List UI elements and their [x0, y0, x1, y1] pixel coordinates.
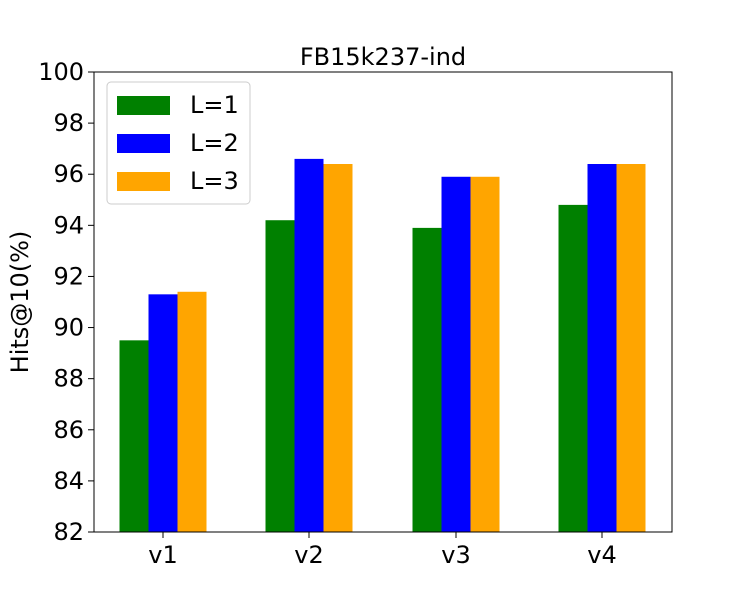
x-tick-label: v4: [587, 541, 616, 569]
bars-group: [119, 158, 646, 532]
chart-title: FB15k237-ind: [300, 43, 466, 71]
bar-l2-v4: [587, 164, 617, 532]
y-axis-label: Hits@10(%): [6, 231, 34, 374]
x-tick-label: v2: [294, 541, 323, 569]
legend-label: L=1: [190, 91, 239, 119]
bar-l1-v3: [412, 227, 442, 532]
y-tick-label: 88: [53, 365, 84, 393]
legend-swatch: [117, 134, 170, 153]
y-tick-label: 92: [53, 262, 84, 290]
y-tick-label: 82: [53, 518, 84, 546]
x-tick-label: v3: [441, 541, 470, 569]
bar-l2-v2: [294, 158, 324, 532]
y-tick-label: 90: [53, 314, 84, 342]
plot-frame: [93, 71, 673, 533]
legend-swatch: [117, 172, 170, 191]
y-tick-label: 98: [53, 109, 84, 137]
bar-l1-v1: [119, 340, 149, 532]
bar-l2-v3: [441, 176, 471, 532]
bar-l3-v4: [616, 164, 646, 532]
y-tick-label: 100: [38, 58, 84, 86]
legend-swatch: [117, 96, 170, 115]
legend-label: L=3: [190, 167, 239, 195]
x-axis-ticks: v1 v2 v3 v4: [148, 532, 617, 569]
y-tick-label: 94: [53, 211, 84, 239]
bar-l1-v4: [558, 204, 588, 532]
y-tick-label: 86: [53, 416, 84, 444]
bar-l3-v3: [470, 176, 500, 532]
y-axis-ticks: 82 84 86 88 90 92 94 96 98 100: [38, 58, 94, 546]
legend: L=1 L=2 L=3: [106, 81, 251, 205]
x-tick-label: v1: [148, 541, 177, 569]
y-tick-label: 96: [53, 160, 84, 188]
legend-label: L=2: [190, 129, 239, 157]
bar-l3-v1: [177, 291, 207, 532]
bar-l3-v2: [323, 164, 353, 532]
y-tick-label: 84: [53, 467, 84, 495]
bar-l1-v2: [265, 220, 295, 532]
bar-l2-v1: [148, 294, 178, 532]
